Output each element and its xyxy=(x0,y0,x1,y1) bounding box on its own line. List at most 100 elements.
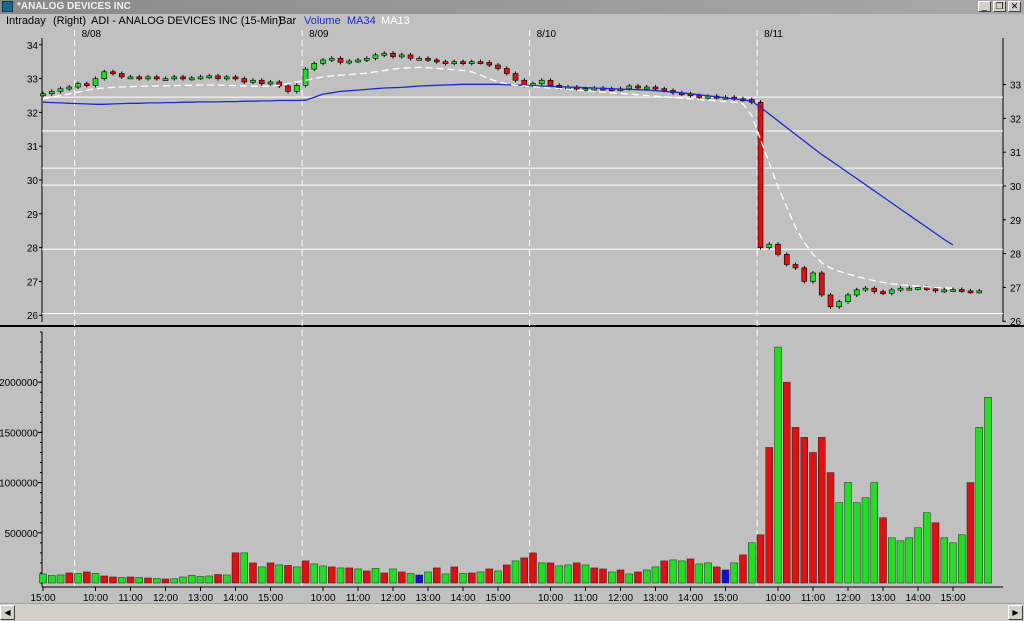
candle-body xyxy=(906,287,913,291)
candle-body xyxy=(302,68,309,86)
close-button[interactable]: ✕ xyxy=(1008,1,1021,12)
candle-body xyxy=(328,57,335,61)
volume-bar xyxy=(433,567,441,584)
price-right-tick-label: 27 xyxy=(1010,283,1022,294)
time-tick-label: 15:00 xyxy=(485,593,510,603)
volume-study-label: Volume xyxy=(304,15,341,27)
candle-body xyxy=(792,264,799,269)
time-tick-label: 12:00 xyxy=(608,593,633,603)
volume-bar xyxy=(739,554,747,584)
volume-bar xyxy=(608,571,616,584)
time-tick-label: 14:00 xyxy=(223,593,248,603)
horizontal-scrollbar[interactable]: ◀ ▶ xyxy=(0,603,1024,621)
candle-body xyxy=(766,243,773,248)
candle-body xyxy=(932,288,939,292)
candle-body xyxy=(652,86,659,90)
volume-bar xyxy=(345,567,353,584)
price-left-tick-label: 32 xyxy=(27,108,39,119)
date-label: 8/08 xyxy=(82,29,102,40)
candle-body xyxy=(390,52,396,57)
price-right-tick-label: 29 xyxy=(1010,216,1022,227)
candle-body xyxy=(267,81,274,85)
window-titlebar: *ANALOG DEVICES INC _ ❐ ✕ xyxy=(0,0,1024,14)
restore-button[interactable]: ❐ xyxy=(993,1,1006,12)
volume-bar xyxy=(188,575,196,584)
volume-tick-label: 1000000 xyxy=(0,479,38,490)
candle-body xyxy=(92,78,99,86)
candle-body xyxy=(468,61,475,64)
volume-bar xyxy=(818,437,826,584)
scroll-left-arrow-icon[interactable]: ◀ xyxy=(0,605,15,620)
candle-body xyxy=(153,76,160,80)
candle-body xyxy=(451,61,458,64)
scroll-right-arrow-icon[interactable]: ▶ xyxy=(1008,605,1023,620)
candle-body xyxy=(232,76,239,80)
candle-body xyxy=(416,57,423,61)
volume-bar xyxy=(450,566,458,584)
window-title: *ANALOG DEVICES INC xyxy=(17,1,131,12)
candle-body xyxy=(827,294,834,308)
candle-body xyxy=(425,57,431,61)
candle-body xyxy=(862,287,869,291)
volume-bar xyxy=(494,570,502,584)
minimize-button[interactable]: _ xyxy=(978,1,991,12)
candle-body xyxy=(320,59,326,64)
candle-body xyxy=(626,85,633,90)
price-left-tick-label: 28 xyxy=(27,244,39,255)
candle-body xyxy=(486,62,493,66)
candle-body xyxy=(976,290,983,294)
candle-body xyxy=(372,54,379,59)
volume-bar xyxy=(74,573,82,584)
price-left-tick-label: 26 xyxy=(27,311,39,322)
candle-body xyxy=(258,79,265,84)
volume-bar xyxy=(266,562,275,584)
volume-bar xyxy=(336,567,345,584)
volume-bar xyxy=(581,564,590,584)
volume-bar xyxy=(704,562,712,584)
volume-bar xyxy=(214,574,222,584)
axis-side-label: (Right) xyxy=(53,15,87,27)
volume-bar xyxy=(634,571,642,584)
volume-bar xyxy=(511,560,520,584)
time-tick-label: 11:00 xyxy=(573,593,598,603)
volume-tick-label: 500000 xyxy=(5,529,39,540)
volume-bar xyxy=(975,427,983,584)
volume-bar xyxy=(371,568,380,584)
volume-bar xyxy=(748,542,756,584)
candle-body xyxy=(967,290,974,294)
volume-bar xyxy=(651,566,660,584)
volume-bar xyxy=(765,447,773,584)
time-tick-label: 12:00 xyxy=(153,593,178,603)
candle-body xyxy=(197,76,204,80)
candle-body xyxy=(75,83,81,88)
volume-bar xyxy=(538,562,546,584)
candle-body xyxy=(355,59,361,63)
candle-body xyxy=(643,86,650,90)
volume-bar xyxy=(485,568,493,584)
candle-body xyxy=(941,289,948,293)
volume-bar xyxy=(468,572,476,584)
candle-body xyxy=(923,287,930,290)
price-left-tick-label: 29 xyxy=(27,210,39,221)
price-right-tick-label: 28 xyxy=(1010,250,1022,261)
time-tick-label: 11:00 xyxy=(801,593,826,603)
volume-bar xyxy=(275,564,283,584)
candle-body xyxy=(206,75,213,79)
candle-body xyxy=(433,59,440,63)
candle-body xyxy=(853,289,860,296)
volume-bar xyxy=(660,560,668,584)
candle-body xyxy=(950,289,956,292)
candle-body xyxy=(757,101,764,248)
candle-body xyxy=(83,83,90,86)
volume-tick-label: 2000000 xyxy=(0,378,38,389)
volume-bar xyxy=(109,576,117,584)
volume-bar xyxy=(774,346,782,584)
volume-bar xyxy=(791,427,800,584)
candle-body xyxy=(48,91,55,95)
price-left-tick-label: 27 xyxy=(27,277,39,288)
price-right-tick-label: 26 xyxy=(1010,317,1022,328)
volume-bar xyxy=(879,517,887,584)
ma13-line xyxy=(42,66,954,289)
candle-body xyxy=(477,61,484,64)
time-tick-label: 11:00 xyxy=(118,593,143,603)
